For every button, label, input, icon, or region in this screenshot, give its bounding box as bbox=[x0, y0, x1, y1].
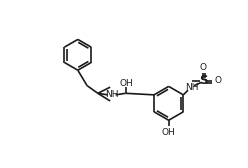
Text: NH: NH bbox=[185, 83, 199, 92]
Text: S: S bbox=[199, 74, 208, 88]
Text: OH: OH bbox=[162, 128, 176, 137]
Text: O: O bbox=[215, 76, 221, 86]
Text: NH: NH bbox=[105, 90, 119, 99]
Text: O: O bbox=[200, 63, 207, 72]
Text: OH: OH bbox=[120, 79, 133, 88]
